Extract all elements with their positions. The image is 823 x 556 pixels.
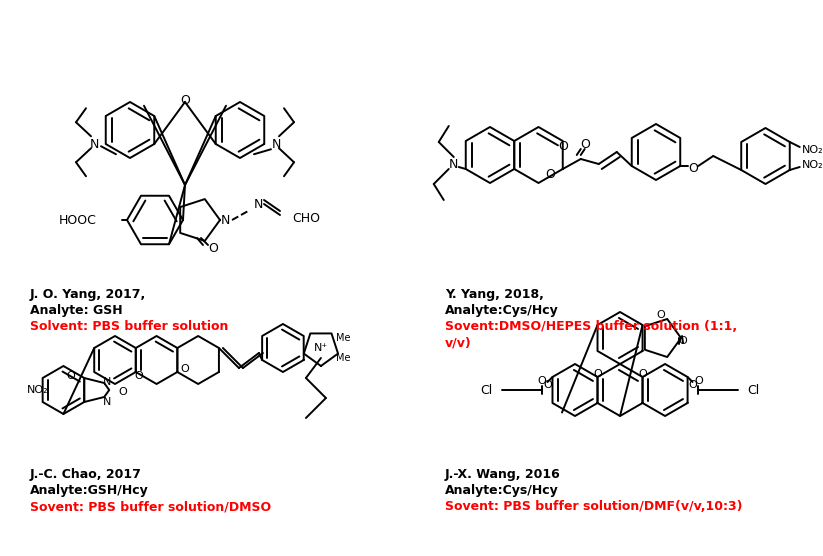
Text: O: O	[546, 168, 556, 181]
Text: N: N	[253, 197, 263, 211]
Text: N: N	[90, 138, 99, 151]
Text: NO₂: NO₂	[27, 385, 49, 395]
Text: O: O	[638, 369, 647, 379]
Text: O: O	[657, 310, 666, 320]
Text: HOOC: HOOC	[59, 214, 97, 226]
Text: J.-C. Chao, 2017: J.-C. Chao, 2017	[30, 468, 142, 481]
Text: N: N	[272, 138, 281, 151]
Text: O: O	[135, 371, 143, 381]
Text: Cl: Cl	[481, 384, 492, 396]
Text: Sovent: PBS buffer solution/DMSO: Sovent: PBS buffer solution/DMSO	[30, 500, 271, 513]
Text: Analyte:Cys/Hcy: Analyte:Cys/Hcy	[445, 304, 559, 317]
Text: v/v): v/v)	[445, 336, 472, 349]
Text: Sovent: PBS buffer solution/DMF(v/v,10:3): Sovent: PBS buffer solution/DMF(v/v,10:3…	[445, 500, 742, 513]
Text: O: O	[180, 93, 190, 107]
Text: N⁺: N⁺	[314, 343, 328, 353]
Text: O: O	[580, 138, 590, 151]
Text: N: N	[103, 377, 112, 387]
Text: CHO: CHO	[292, 211, 320, 225]
Text: Me: Me	[336, 333, 350, 343]
Text: O: O	[679, 336, 687, 346]
Text: N: N	[103, 397, 112, 407]
Text: J. O. Yang, 2017,: J. O. Yang, 2017,	[30, 288, 146, 301]
Text: O: O	[593, 369, 602, 379]
Text: Solvent: PBS buffer solution: Solvent: PBS buffer solution	[30, 320, 228, 333]
Text: NO₂: NO₂	[802, 160, 823, 170]
Text: O: O	[543, 380, 552, 390]
Text: NO₂: NO₂	[802, 145, 823, 155]
Text: Analyte: GSH: Analyte: GSH	[30, 304, 123, 317]
Text: Cl: Cl	[747, 384, 760, 396]
Text: Me: Me	[336, 353, 350, 363]
Text: O: O	[537, 376, 546, 386]
Text: O: O	[180, 364, 189, 374]
Text: O: O	[688, 161, 698, 175]
Text: O: O	[67, 371, 75, 381]
Text: O: O	[118, 387, 127, 397]
Text: O: O	[688, 380, 697, 390]
Text: Y. Yang, 2018,: Y. Yang, 2018,	[445, 288, 544, 301]
Text: Analyte:Cys/Hcy: Analyte:Cys/Hcy	[445, 484, 559, 497]
Text: N: N	[221, 214, 230, 226]
Text: O: O	[695, 376, 703, 386]
Text: O: O	[558, 141, 568, 153]
Text: Analyte:GSH/Hcy: Analyte:GSH/Hcy	[30, 484, 149, 497]
Text: J.-X. Wang, 2016: J.-X. Wang, 2016	[445, 468, 560, 481]
Text: O: O	[208, 241, 218, 255]
Text: N: N	[449, 157, 458, 171]
Text: Sovent:DMSO/HEPES buffer solution (1:1,: Sovent:DMSO/HEPES buffer solution (1:1,	[445, 320, 737, 333]
